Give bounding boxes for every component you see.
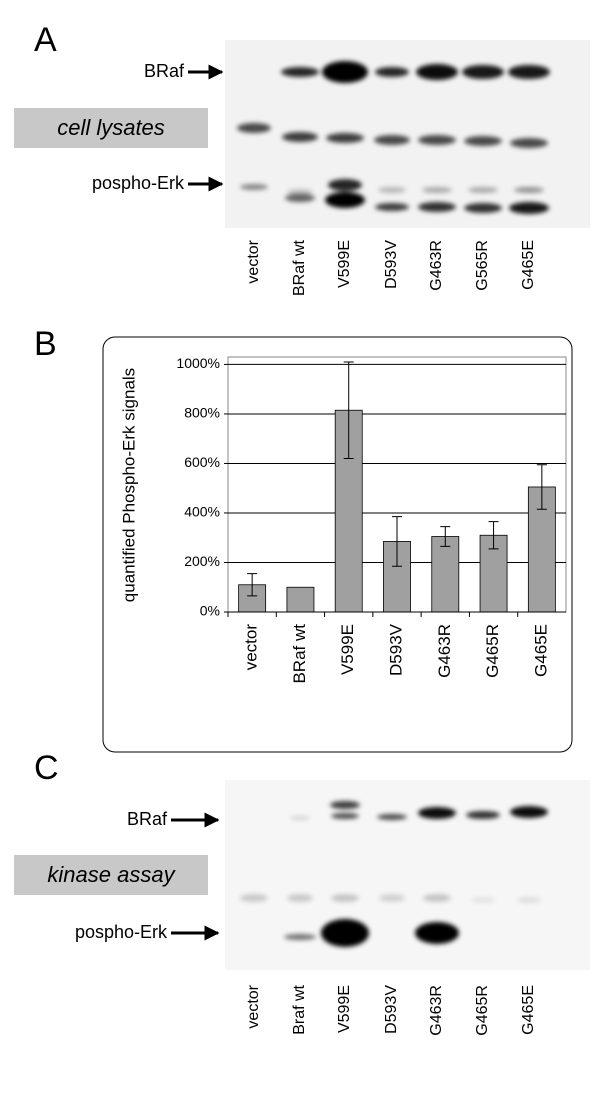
panel-label: B [34,325,57,363]
band [464,203,502,213]
panel-label: C [34,749,59,787]
lane-label: V599E [336,985,353,1033]
y-axis-label: quantified Phospho-Erk signals [119,368,138,602]
band [331,894,359,902]
band [423,894,451,902]
band [330,801,360,809]
y-tick-label: 200% [184,553,220,569]
lane-label: G565R [474,240,491,291]
band [325,192,365,208]
y-tick-label: 1000% [176,355,220,371]
band [415,922,459,944]
band [290,816,310,820]
band [328,179,362,191]
bands [240,801,548,947]
y-tick-label: 800% [184,405,220,421]
error-bar [536,464,547,510]
band [375,67,409,77]
band [508,65,550,79]
bar [286,586,315,613]
error-bar [440,526,451,547]
band [466,811,500,819]
x-tick-label: G465E [531,624,550,677]
lane-label: vector [245,239,262,283]
band [282,132,318,142]
band [287,189,313,195]
band [374,135,410,145]
lane-label: G463R [428,985,445,1036]
lane-label: vector [245,984,262,1028]
band [418,202,456,212]
band [281,67,319,77]
box-label: kinase assay [47,862,176,887]
band [322,61,368,83]
band [378,187,406,193]
band [510,806,548,818]
band [517,897,541,903]
x-tick-label: V599E [338,624,357,675]
blot-label: pospho-Erk [75,922,168,942]
band [375,203,409,211]
band [422,187,452,193]
error-bar [488,521,499,550]
band [471,897,495,903]
band [240,184,268,190]
band [284,934,316,940]
lane-label: V599E [336,240,353,288]
y-tick-label: 400% [184,504,220,520]
band [418,807,456,819]
band [514,187,544,193]
band [379,894,405,902]
x-tick-label: vector [242,624,261,671]
band [321,919,369,947]
chart-frame [102,336,573,753]
band [510,138,548,148]
band [464,136,502,146]
box-label: cell lysates [57,115,165,140]
lane-label: G465R [474,985,491,1036]
lane-label: BRaf wt [291,239,308,296]
panel-label: A [34,21,57,59]
band [377,814,407,820]
error-bar [343,361,354,460]
band [285,194,315,202]
blot-label: BRaf [127,809,168,829]
band [509,202,549,214]
x-tick-label: BRaf wt [290,624,309,684]
band [418,135,456,145]
bar [431,536,460,613]
lane-label: D593V [383,240,400,289]
error-bar [392,516,402,567]
x-tick-label: G463R [435,624,454,678]
band [462,65,504,79]
band [468,187,498,193]
lane-label: G463R [428,240,445,291]
error-bar [247,573,258,597]
band [326,133,364,143]
label-box [14,108,208,148]
blot-label: BRaf [144,61,185,81]
lane-label: Braf wt [291,984,308,1034]
label-box [14,855,208,895]
bands [237,61,550,214]
y-tick-label: 600% [184,454,220,470]
x-tick-label: D593V [386,623,405,676]
x-tick-label: G465R [483,624,502,678]
blot-label: pospho-Erk [92,173,185,193]
y-tick-label: 0% [200,603,220,619]
band [416,64,458,80]
lane-label: G465E [520,240,537,290]
band [331,813,359,819]
band [237,123,271,133]
band [287,894,313,902]
lane-label: D593V [383,985,400,1034]
band [240,894,268,902]
lane-label: G465E [520,985,537,1035]
